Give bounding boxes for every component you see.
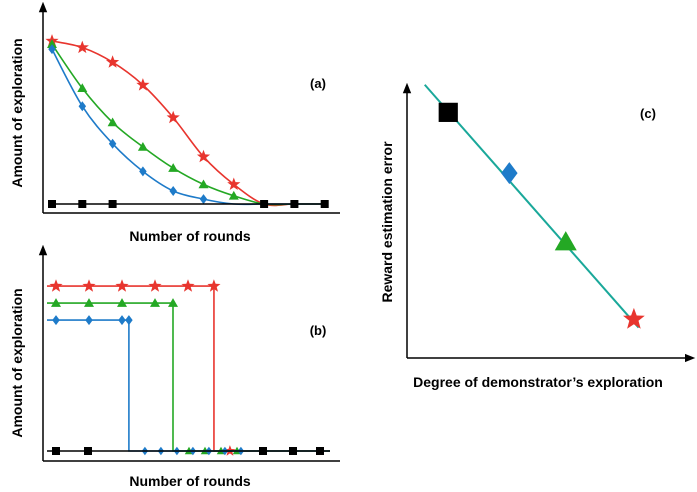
panel-c-point-diamond <box>501 162 518 185</box>
panel-b-series-line-star <box>47 285 330 452</box>
panel-a-point-star <box>136 78 150 91</box>
panel-c-point-square <box>438 102 458 122</box>
panel-b-point-triangle <box>51 298 61 307</box>
panel-a-series-line-diamond <box>51 48 325 206</box>
panel-c-label: (c) <box>640 106 656 121</box>
panel-b-point-square <box>84 447 92 455</box>
panel-a-point-triangle <box>77 83 88 93</box>
panel-b-point-square <box>316 447 324 455</box>
panel-c: (c) Degree of demonstrator’s exploration… <box>379 82 696 390</box>
panel-b-point-star <box>115 279 129 292</box>
panel-b-series-line-diamond <box>47 319 330 452</box>
panel-b-point-diamond <box>52 315 60 326</box>
panel-c-plot <box>423 84 645 329</box>
panel-c-point-triangle <box>554 231 577 251</box>
panel-b-point-star <box>207 279 221 292</box>
panel-c-trend-line <box>423 84 640 329</box>
panel-a-point-square <box>78 200 87 208</box>
panel-a-point-star <box>166 110 180 124</box>
panel-a-point-triangle <box>47 39 57 49</box>
panel-a-point-diamond <box>139 166 147 177</box>
panel-a-point-triangle <box>168 163 179 172</box>
panel-b-plot <box>47 279 330 456</box>
panel-b-point-square <box>289 447 297 455</box>
panel-c-point-star <box>623 307 645 329</box>
panel-b-point-star <box>82 279 96 292</box>
panel-b-point-diamond <box>118 315 126 326</box>
panel-a-point-star <box>227 177 241 190</box>
panel-a-point-diamond <box>108 138 117 149</box>
panel-a-point-triangle <box>228 190 239 200</box>
panel-a-point-triangle <box>107 117 118 127</box>
panel-a-y-label: Amount of exploration <box>9 38 25 187</box>
panel-c-y-label: Reward estimation error <box>379 141 395 303</box>
panel-a-point-triangle <box>137 141 148 151</box>
panel-a: (a) Number of rounds Amount of explorati… <box>9 1 340 244</box>
panel-a-x-label: Number of rounds <box>129 228 251 244</box>
panel-a-point-star <box>196 149 211 163</box>
panel-b-point-triangle <box>117 298 127 307</box>
panel-a-series-line-star <box>51 40 325 207</box>
panel-b: (b) Number of rounds Amount of explorati… <box>9 244 340 489</box>
panel-b-point-triangle <box>168 298 178 307</box>
panel-b-point-star <box>49 279 63 292</box>
panel-a-point-square <box>260 200 269 208</box>
panel-a-point-square <box>320 200 329 208</box>
panel-a-point-square <box>48 200 56 208</box>
panel-a-label: (a) <box>310 76 326 91</box>
panel-a-point-diamond <box>78 101 87 112</box>
panel-b-point-square <box>259 447 267 455</box>
panel-a-series-line-triangle <box>51 43 325 206</box>
panel-a-point-triangle <box>198 179 209 189</box>
panel-c-x-label: Degree of demonstrator’s exploration <box>413 374 663 390</box>
panel-a-point-star <box>106 55 120 68</box>
panel-b-point-triangle <box>150 298 160 307</box>
panel-b-point-star <box>148 279 162 292</box>
panel-a-point-diamond <box>199 194 208 205</box>
panel-b-x-label: Number of rounds <box>129 473 251 489</box>
panel-b-point-star <box>181 279 195 292</box>
panel-b-point-square <box>52 447 60 455</box>
panel-a-plot <box>45 34 329 208</box>
panel-b-point-diamond <box>125 315 133 326</box>
panel-b-point-triangle <box>84 298 94 307</box>
panel-a-point-star <box>75 40 89 54</box>
panel-b-label: (b) <box>310 323 327 338</box>
panel-b-series-line-triangle <box>47 302 330 452</box>
panel-a-point-diamond <box>169 185 177 196</box>
panel-b-point-diamond <box>85 315 93 326</box>
panel-a-point-square <box>290 200 299 208</box>
panel-a-point-square <box>108 200 117 208</box>
panel-b-y-label: Amount of exploration <box>9 288 25 437</box>
panel-a-point-diamond <box>48 44 56 55</box>
